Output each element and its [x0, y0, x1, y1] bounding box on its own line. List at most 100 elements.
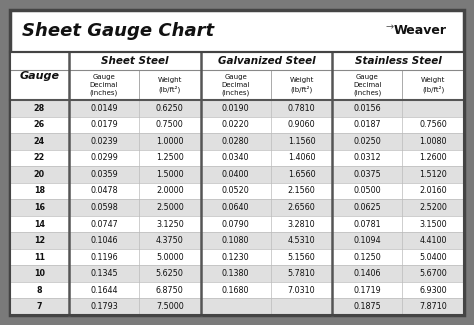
Text: 5.1560: 5.1560 [288, 253, 315, 262]
Text: 4.4100: 4.4100 [419, 236, 447, 245]
Text: 0.1680: 0.1680 [222, 286, 249, 295]
Text: 24: 24 [34, 137, 45, 146]
Text: 3.1250: 3.1250 [156, 220, 184, 228]
Text: 18: 18 [34, 187, 45, 195]
Text: 1.5000: 1.5000 [156, 170, 183, 179]
Text: 4.5310: 4.5310 [288, 236, 315, 245]
Text: 0.0250: 0.0250 [354, 137, 381, 146]
Text: 1.0080: 1.0080 [419, 137, 447, 146]
Text: 0.1046: 0.1046 [90, 236, 118, 245]
Text: 0.6250: 0.6250 [156, 104, 184, 113]
Text: 0.0239: 0.0239 [90, 137, 118, 146]
Text: 5.7810: 5.7810 [288, 269, 315, 278]
Text: 0.1230: 0.1230 [222, 253, 249, 262]
Text: Gauge
Decimal
(inches): Gauge Decimal (inches) [353, 74, 382, 96]
Text: →: → [386, 22, 394, 32]
Text: 0.1196: 0.1196 [90, 253, 118, 262]
Text: 1.2500: 1.2500 [156, 153, 184, 162]
Bar [10, 282, 464, 298]
Text: 7.5000: 7.5000 [156, 302, 184, 311]
Text: 0.1094: 0.1094 [354, 236, 381, 245]
Text: 0.9060: 0.9060 [288, 120, 315, 129]
Text: 1.0000: 1.0000 [156, 137, 183, 146]
Text: 0.1250: 0.1250 [354, 253, 381, 262]
Text: 6.8750: 6.8750 [156, 286, 184, 295]
Text: 20: 20 [34, 170, 45, 179]
Text: 0.1406: 0.1406 [354, 269, 381, 278]
Text: 0.1875: 0.1875 [354, 302, 381, 311]
Text: 0.0747: 0.0747 [90, 220, 118, 228]
Bar [10, 166, 464, 183]
Text: 0.0375: 0.0375 [354, 170, 381, 179]
Text: 0.0312: 0.0312 [354, 153, 381, 162]
Text: 7: 7 [36, 302, 42, 311]
Text: 1.2600: 1.2600 [419, 153, 447, 162]
Text: 0.0156: 0.0156 [354, 104, 381, 113]
Text: 0.0220: 0.0220 [222, 120, 249, 129]
Bar [10, 100, 464, 117]
Text: 0.0190: 0.0190 [222, 104, 249, 113]
Text: 0.7810: 0.7810 [288, 104, 315, 113]
Bar [10, 232, 464, 249]
Text: 0.1719: 0.1719 [354, 286, 381, 295]
Text: 12: 12 [34, 236, 45, 245]
Bar [10, 266, 464, 282]
Text: 0.7560: 0.7560 [419, 120, 447, 129]
Bar [10, 183, 464, 199]
Text: Sheet Steel: Sheet Steel [101, 56, 168, 66]
Text: 1.4060: 1.4060 [288, 153, 315, 162]
Text: 0.0500: 0.0500 [354, 187, 381, 195]
Text: 5.6700: 5.6700 [419, 269, 447, 278]
Bar [10, 52, 464, 315]
Text: 5.0400: 5.0400 [419, 253, 447, 262]
Text: 2.0000: 2.0000 [156, 187, 183, 195]
Text: 0.0359: 0.0359 [90, 170, 118, 179]
Text: 0.0598: 0.0598 [90, 203, 118, 212]
Text: 11: 11 [34, 253, 45, 262]
Text: Galvanized Steel: Galvanized Steel [218, 56, 315, 66]
Text: 0.1345: 0.1345 [90, 269, 118, 278]
Text: 2.5200: 2.5200 [419, 203, 447, 212]
Text: 0.0781: 0.0781 [354, 220, 381, 228]
Bar [10, 150, 464, 166]
Text: 0.0640: 0.0640 [222, 203, 249, 212]
Text: 5.6250: 5.6250 [156, 269, 184, 278]
Text: 16: 16 [34, 203, 45, 212]
Text: 7.8710: 7.8710 [419, 302, 447, 311]
Bar [10, 133, 464, 150]
Text: 0.0625: 0.0625 [354, 203, 381, 212]
Text: 0.1644: 0.1644 [90, 286, 118, 295]
Text: 0.0280: 0.0280 [222, 137, 249, 146]
Text: 2.6560: 2.6560 [288, 203, 315, 212]
Text: 1.1560: 1.1560 [288, 137, 315, 146]
Text: 22: 22 [34, 153, 45, 162]
Bar [10, 216, 464, 232]
Text: 8: 8 [36, 286, 42, 295]
Text: 3.1500: 3.1500 [419, 220, 447, 228]
Text: 0.0520: 0.0520 [222, 187, 249, 195]
Text: 1.5120: 1.5120 [419, 170, 447, 179]
Text: 10: 10 [34, 269, 45, 278]
Text: 0.0478: 0.0478 [90, 187, 118, 195]
Text: 3.2810: 3.2810 [288, 220, 315, 228]
Text: 0.0299: 0.0299 [90, 153, 118, 162]
Text: 26: 26 [34, 120, 45, 129]
Text: 2.5000: 2.5000 [156, 203, 184, 212]
Text: 0.0187: 0.0187 [354, 120, 381, 129]
Text: 0.7500: 0.7500 [156, 120, 184, 129]
Bar [10, 249, 464, 266]
Text: 0.0400: 0.0400 [222, 170, 249, 179]
Text: Weight
(lb/ft²): Weight (lb/ft²) [158, 77, 182, 93]
Text: 5.0000: 5.0000 [156, 253, 183, 262]
Text: 0.1380: 0.1380 [222, 269, 249, 278]
Text: 4.3750: 4.3750 [156, 236, 184, 245]
Bar [10, 52, 464, 100]
Text: Gauge
Decimal
(inches): Gauge Decimal (inches) [90, 74, 118, 96]
Text: 2.0160: 2.0160 [419, 187, 447, 195]
Text: Weaver: Weaver [393, 24, 447, 37]
Text: 1.6560: 1.6560 [288, 170, 315, 179]
Text: Stainless Steel: Stainless Steel [355, 56, 441, 66]
Text: Gauge: Gauge [19, 71, 59, 81]
Bar [10, 298, 464, 315]
Text: 0.0340: 0.0340 [222, 153, 249, 162]
